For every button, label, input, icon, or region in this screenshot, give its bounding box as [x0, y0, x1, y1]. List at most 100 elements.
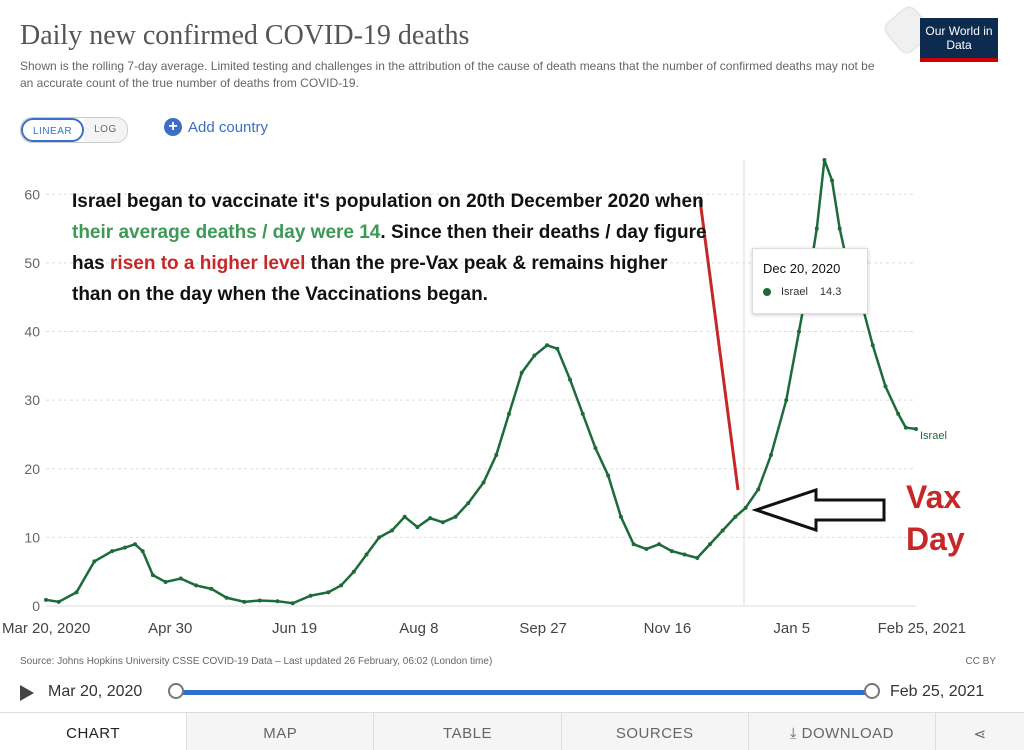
data-point[interactable] — [453, 514, 458, 519]
data-point[interactable] — [822, 158, 827, 162]
data-point[interactable] — [194, 583, 199, 588]
data-point[interactable] — [784, 398, 789, 403]
data-point[interactable] — [896, 411, 901, 416]
chart-title: Daily new confirmed COVID-19 deaths — [20, 20, 470, 51]
data-point[interactable] — [769, 453, 773, 458]
data-point[interactable] — [555, 346, 560, 351]
data-point[interactable] — [743, 505, 748, 510]
timeline[interactable]: Mar 20, 2020 Feb 25, 2021 — [0, 680, 1024, 706]
data-point[interactable] — [545, 343, 550, 348]
y-tick-label: 10 — [24, 529, 40, 545]
data-point[interactable] — [695, 555, 700, 560]
data-point[interactable] — [428, 516, 433, 521]
data-point[interactable] — [618, 514, 623, 519]
timeline-start-handle[interactable] — [168, 683, 184, 699]
data-point[interactable] — [110, 549, 115, 554]
owid-logo[interactable]: Our World in Data — [920, 18, 998, 62]
data-point[interactable] — [870, 343, 875, 348]
line-chart[interactable]: 0 10 20 30 40 50 60 Mar 20, 2020 Apr 30 Jun 19 Au… — [0, 0, 1024, 660]
data-point[interactable] — [657, 542, 662, 547]
data-point[interactable] — [506, 411, 511, 416]
data-point[interactable] — [440, 520, 445, 525]
data-point[interactable] — [44, 597, 48, 602]
data-point[interactable] — [519, 370, 524, 375]
scale-toggle[interactable]: LINEAR LOG — [20, 117, 128, 143]
data-point[interactable] — [494, 453, 499, 458]
data-point[interactable] — [903, 425, 908, 430]
data-point[interactable] — [830, 178, 835, 183]
data-point[interactable] — [796, 329, 801, 334]
data-point[interactable] — [178, 576, 183, 581]
data-point[interactable] — [163, 579, 168, 584]
add-country-button[interactable]: + Add country — [164, 118, 268, 136]
data-point[interactable] — [415, 525, 420, 530]
data-point[interactable] — [257, 598, 262, 603]
tab-chart[interactable]: CHART — [0, 713, 188, 750]
data-point[interactable] — [466, 501, 471, 506]
data-point[interactable] — [883, 384, 888, 389]
data-point[interactable] — [92, 559, 97, 564]
data-point[interactable] — [580, 411, 585, 416]
x-tick-label: Feb 25, 2021 — [878, 620, 966, 637]
data-point[interactable] — [568, 377, 573, 382]
data-point[interactable] — [133, 542, 138, 547]
data-point[interactable] — [733, 514, 738, 519]
data-point[interactable] — [593, 446, 598, 451]
data-point[interactable] — [606, 473, 611, 478]
data-point[interactable] — [532, 353, 537, 358]
source-text[interactable]: Source: Johns Hopkins University CSSE CO… — [20, 656, 493, 667]
data-point[interactable] — [275, 599, 280, 604]
tab-map[interactable]: MAP — [187, 713, 375, 750]
data-point[interactable] — [720, 528, 725, 533]
data-point[interactable] — [242, 599, 247, 604]
timeline-end-handle[interactable] — [864, 683, 880, 699]
chart-subtitle: Shown is the rolling 7-day average. Limi… — [20, 59, 875, 90]
data-point[interactable] — [209, 586, 214, 591]
data-point[interactable] — [326, 590, 331, 595]
data-point[interactable] — [150, 573, 155, 578]
y-tick-label: 30 — [24, 392, 40, 408]
data-point[interactable] — [631, 542, 636, 547]
timeline-track[interactable] — [176, 690, 872, 695]
tab-bar: CHART MAP TABLE SOURCES ⤓ DOWNLOAD ⋖ — [0, 712, 1024, 750]
data-point[interactable] — [707, 542, 712, 547]
data-point[interactable] — [308, 593, 313, 598]
data-point[interactable] — [56, 599, 61, 604]
tooltip-date: Dec 20, 2020 — [763, 261, 841, 276]
data-point[interactable] — [682, 552, 687, 557]
tab-sources[interactable]: SOURCES — [561, 713, 749, 750]
data-point[interactable] — [351, 569, 356, 574]
data-point[interactable] — [339, 583, 344, 588]
tab-download[interactable]: ⤓ DOWNLOAD — [748, 713, 937, 750]
x-tick-label: Jun 19 — [272, 620, 317, 637]
data-point[interactable] — [644, 547, 649, 552]
data-point[interactable] — [224, 595, 229, 600]
data-point[interactable] — [74, 590, 79, 595]
data-point[interactable] — [140, 549, 145, 554]
data-point[interactable] — [377, 535, 382, 540]
linear-scale-button[interactable]: LINEAR — [21, 118, 85, 142]
data-point[interactable] — [122, 545, 127, 550]
x-tick-label: Jan 5 — [773, 620, 810, 637]
data-point[interactable] — [402, 514, 407, 519]
data-point[interactable] — [389, 528, 394, 533]
data-point[interactable] — [914, 426, 918, 431]
license-link[interactable]: CC BY — [965, 656, 996, 667]
data-point[interactable] — [481, 480, 486, 485]
data-point[interactable] — [837, 226, 842, 231]
log-scale-button[interactable]: LOG — [84, 118, 127, 142]
data-point[interactable] — [814, 226, 819, 231]
x-tick-label: Apr 30 — [148, 620, 192, 637]
data-point[interactable] — [756, 487, 761, 492]
data-point[interactable] — [364, 552, 369, 557]
data-point[interactable] — [669, 549, 674, 554]
y-axis: 0 10 20 30 40 50 60 — [24, 186, 40, 614]
tab-table[interactable]: TABLE — [374, 713, 562, 750]
data-point[interactable] — [290, 601, 295, 606]
share-button[interactable]: ⋖ — [936, 713, 1024, 750]
timeline-end-label: Feb 25, 2021 — [890, 683, 985, 700]
timeline-start-label: Mar 20, 2020 — [48, 683, 143, 700]
source-line: Source: Johns Hopkins University CSSE CO… — [20, 656, 996, 667]
annotation-part2: . Since then their deaths / day figure h… — [72, 222, 707, 274]
play-icon[interactable] — [20, 685, 34, 701]
